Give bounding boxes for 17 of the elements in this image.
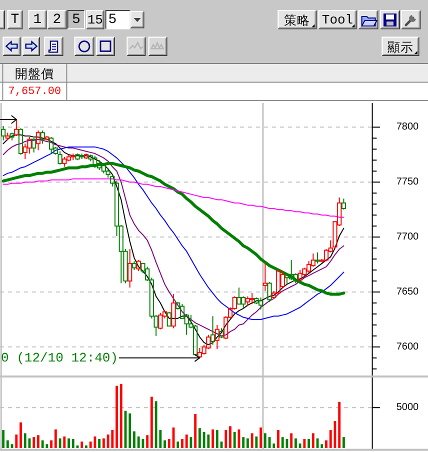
y-tick-label: 7700 [396, 232, 420, 243]
y-tick-label: 7600 [396, 341, 420, 352]
button: 1 [28, 10, 47, 30]
low-note: 0 (12/10 12:40) [1, 350, 118, 366]
y-tick-label: 7650 [396, 286, 420, 298]
button: 顯示 [382, 36, 420, 56]
button: 策略 [278, 10, 317, 30]
button: Tool [318, 10, 357, 30]
button: 15 [86, 10, 104, 30]
table-cell: 開盤價 [15, 66, 54, 82]
text: 5000 [396, 402, 420, 414]
y-tick-label: 7750 [396, 176, 420, 188]
y-tick-label: 7800 [396, 122, 420, 133]
button: T [7, 10, 23, 30]
button: 5 [67, 10, 85, 30]
button: 2 [47, 10, 67, 30]
table-cell: 7,657.00 [8, 86, 62, 98]
